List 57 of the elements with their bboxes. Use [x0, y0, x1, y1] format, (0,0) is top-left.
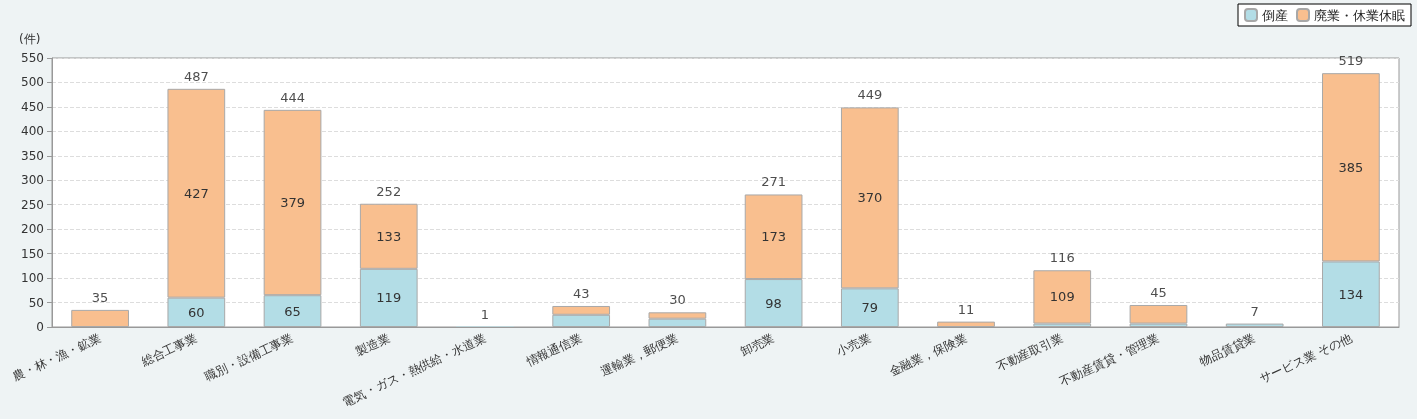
x-tick-label: 運輸業，郵便業: [598, 330, 681, 379]
data-label: 134: [1338, 286, 1364, 302]
x-tick-label: 不動産取引業: [994, 330, 1066, 374]
data-label: 427: [183, 185, 209, 201]
data-label: 173: [761, 229, 787, 245]
y-tick-label: 250: [21, 197, 44, 212]
total-label: 519: [1338, 53, 1364, 69]
y-tick-label: 100: [21, 271, 44, 286]
total-label: 449: [857, 87, 883, 103]
total-label: 252: [376, 183, 402, 199]
x-tick-label: サービス業 その他: [1257, 330, 1354, 386]
y-tick-label: 400: [21, 124, 44, 139]
y-tick-label: 300: [21, 173, 44, 188]
y-tick-label: 350: [21, 148, 44, 163]
y-tick-label: 550: [21, 51, 44, 65]
total-label: 45: [1150, 284, 1167, 300]
x-tick-label: 情報通信業: [522, 330, 585, 370]
y-tick-label: 200: [21, 222, 44, 237]
total-label: 35: [91, 289, 109, 305]
y-tick-label: 150: [21, 246, 44, 261]
total-label: 444: [280, 89, 305, 105]
x-tick-label: 総合工事業: [138, 330, 200, 370]
total-label: 271: [761, 174, 787, 190]
total-label: 30: [669, 292, 686, 308]
legend-label: 廃業・休業休眠: [1314, 7, 1405, 23]
total-label: 7: [1250, 303, 1259, 319]
data-label: 119: [376, 290, 402, 306]
legend-label: 倒産: [1262, 7, 1288, 23]
bar: [71, 309, 129, 327]
y-axis-title: (件): [19, 32, 41, 46]
total-label: 11: [957, 301, 975, 317]
data-label: 79: [861, 300, 879, 316]
data-label: 379: [280, 195, 305, 211]
data-label: 98: [765, 295, 782, 311]
data-label: 370: [857, 190, 883, 206]
x-tick-label: 卸売業: [738, 330, 777, 359]
data-label: 385: [1338, 159, 1364, 175]
total-label: 1: [480, 306, 490, 322]
bar: [1033, 270, 1092, 324]
total-label: 487: [183, 68, 209, 84]
bar: [1225, 323, 1284, 327]
y-tick-label: 500: [21, 75, 44, 90]
x-tick-label: 小売業: [834, 330, 873, 359]
x-tick-label: 職別・設備工事業: [202, 330, 296, 384]
total-label: 116: [1049, 250, 1075, 266]
data-label: 109: [1049, 289, 1075, 305]
total-label: 43: [572, 285, 590, 301]
bar: [937, 321, 995, 327]
bar: [1129, 304, 1188, 324]
y-tick-label: 50: [28, 295, 44, 310]
x-tick-label: 物品賃貸業: [1197, 330, 1258, 369]
data-label: 65: [284, 303, 301, 319]
data-label: 133: [376, 228, 402, 244]
x-tick-label: 製造業: [353, 330, 392, 359]
y-tick-label: 450: [21, 99, 44, 114]
x-tick-label: 金融業，保険業: [886, 330, 969, 379]
data-label: 60: [188, 304, 205, 320]
